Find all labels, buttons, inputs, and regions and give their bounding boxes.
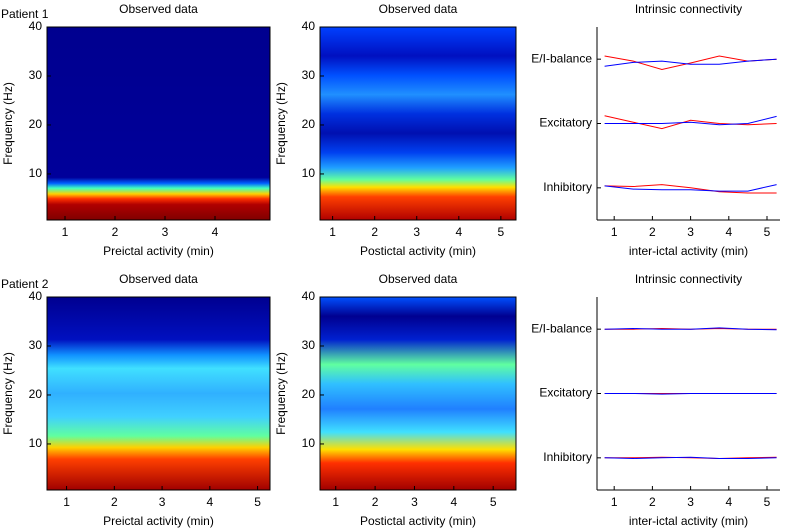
- x-axis-label: Preictal activity (min): [103, 514, 214, 528]
- x-tick-label: 4: [450, 495, 457, 509]
- y-tick-label: 10: [29, 166, 43, 180]
- y-tick-label: Excitatory: [539, 116, 592, 130]
- x-tick-label: 2: [111, 495, 118, 509]
- y-tick-label: 40: [29, 19, 43, 33]
- patient-label: Patient 1: [1, 7, 49, 21]
- connectivity-line: [604, 58, 777, 67]
- y-axis-label: Frequency (Hz): [274, 82, 288, 165]
- connectivity-line: [604, 327, 777, 331]
- panel-title: Observed data: [379, 2, 458, 16]
- x-tick-label: 4: [212, 225, 219, 239]
- y-tick-label: 20: [29, 117, 43, 131]
- x-tick-label: 3: [162, 225, 169, 239]
- x-tick-label: 2: [649, 495, 656, 509]
- x-tick-label: 5: [764, 225, 771, 239]
- y-tick-label: Inhibitory: [543, 180, 592, 194]
- y-axis-label: Frequency (Hz): [1, 352, 15, 435]
- spectrogram: [47, 27, 270, 220]
- x-tick-label: 3: [411, 495, 418, 509]
- connectivity-line: [604, 456, 777, 460]
- x-axis-label: Postictal activity (min): [360, 244, 476, 258]
- x-tick-label: 4: [725, 225, 732, 239]
- x-tick-label: 5: [490, 495, 497, 509]
- panel-title: Intrinsic connectivity: [635, 272, 742, 286]
- connectivity-line: [604, 115, 777, 126]
- x-axis-label: Preictal activity (min): [103, 244, 214, 258]
- y-tick-label: 10: [302, 166, 316, 180]
- x-tick-label: 2: [649, 225, 656, 239]
- y-axis-label: Frequency (Hz): [274, 352, 288, 435]
- y-tick-label: 40: [29, 289, 43, 303]
- y-tick-label: 10: [302, 436, 316, 450]
- panel-title: Observed data: [119, 272, 198, 286]
- y-tick-label: 30: [302, 338, 316, 352]
- plot-frame: [46, 26, 271, 221]
- x-tick-label: 1: [611, 225, 618, 239]
- x-tick-label: 4: [206, 495, 213, 509]
- x-tick-label: 1: [332, 495, 339, 509]
- patient-label: Patient 2: [1, 277, 49, 291]
- y-tick-label: Excitatory: [539, 386, 592, 400]
- x-tick-label: 4: [455, 225, 462, 239]
- y-axis-label: Frequency (Hz): [1, 82, 15, 165]
- x-axis-label: Postictal activity (min): [360, 514, 476, 528]
- connectivity-line: [604, 184, 777, 194]
- y-tick-label: E/I-balance: [531, 51, 592, 65]
- x-tick-label: 1: [62, 225, 69, 239]
- x-tick-label: 2: [371, 225, 378, 239]
- connectivity-line: [604, 115, 777, 130]
- x-tick-label: 1: [329, 225, 336, 239]
- y-tick-label: 20: [29, 387, 43, 401]
- y-tick-label: 40: [302, 19, 316, 33]
- y-tick-label: 20: [302, 117, 316, 131]
- spectrogram: [320, 297, 516, 490]
- connectivity-line: [604, 456, 777, 460]
- x-tick-label: 3: [159, 495, 166, 509]
- panel-title: Intrinsic connectivity: [635, 2, 742, 16]
- y-tick-label: Inhibitory: [543, 450, 592, 464]
- y-tick-label: 20: [302, 387, 316, 401]
- y-tick-label: 30: [29, 338, 43, 352]
- x-tick-label: 3: [687, 225, 694, 239]
- y-tick-label: 30: [29, 68, 43, 82]
- x-tick-label: 1: [63, 495, 70, 509]
- x-tick-label: 5: [498, 225, 505, 239]
- connectivity-line: [604, 393, 777, 395]
- plot-frame: [319, 26, 517, 221]
- x-tick-label: 5: [254, 495, 261, 509]
- panel-title: Observed data: [379, 272, 458, 286]
- spectrogram: [320, 27, 516, 220]
- x-tick-label: 2: [372, 495, 379, 509]
- x-tick-label: 1: [611, 495, 618, 509]
- spectrogram: [47, 297, 270, 490]
- x-tick-label: 2: [112, 225, 119, 239]
- plot-frame: [319, 296, 517, 491]
- x-axis-label: inter-ictal activity (min): [629, 244, 748, 258]
- x-tick-label: 4: [725, 495, 732, 509]
- y-tick-label: 10: [29, 436, 43, 450]
- y-tick-label: 30: [302, 68, 316, 82]
- x-tick-label: 5: [764, 495, 771, 509]
- x-tick-label: 3: [687, 495, 694, 509]
- plot-frame: [46, 296, 271, 491]
- x-axis-label: inter-ictal activity (min): [629, 514, 748, 528]
- y-tick-label: 40: [302, 289, 316, 303]
- y-tick-label: E/I-balance: [531, 321, 592, 335]
- x-tick-label: 3: [413, 225, 420, 239]
- panel-title: Observed data: [119, 2, 198, 16]
- connectivity-line: [604, 184, 777, 192]
